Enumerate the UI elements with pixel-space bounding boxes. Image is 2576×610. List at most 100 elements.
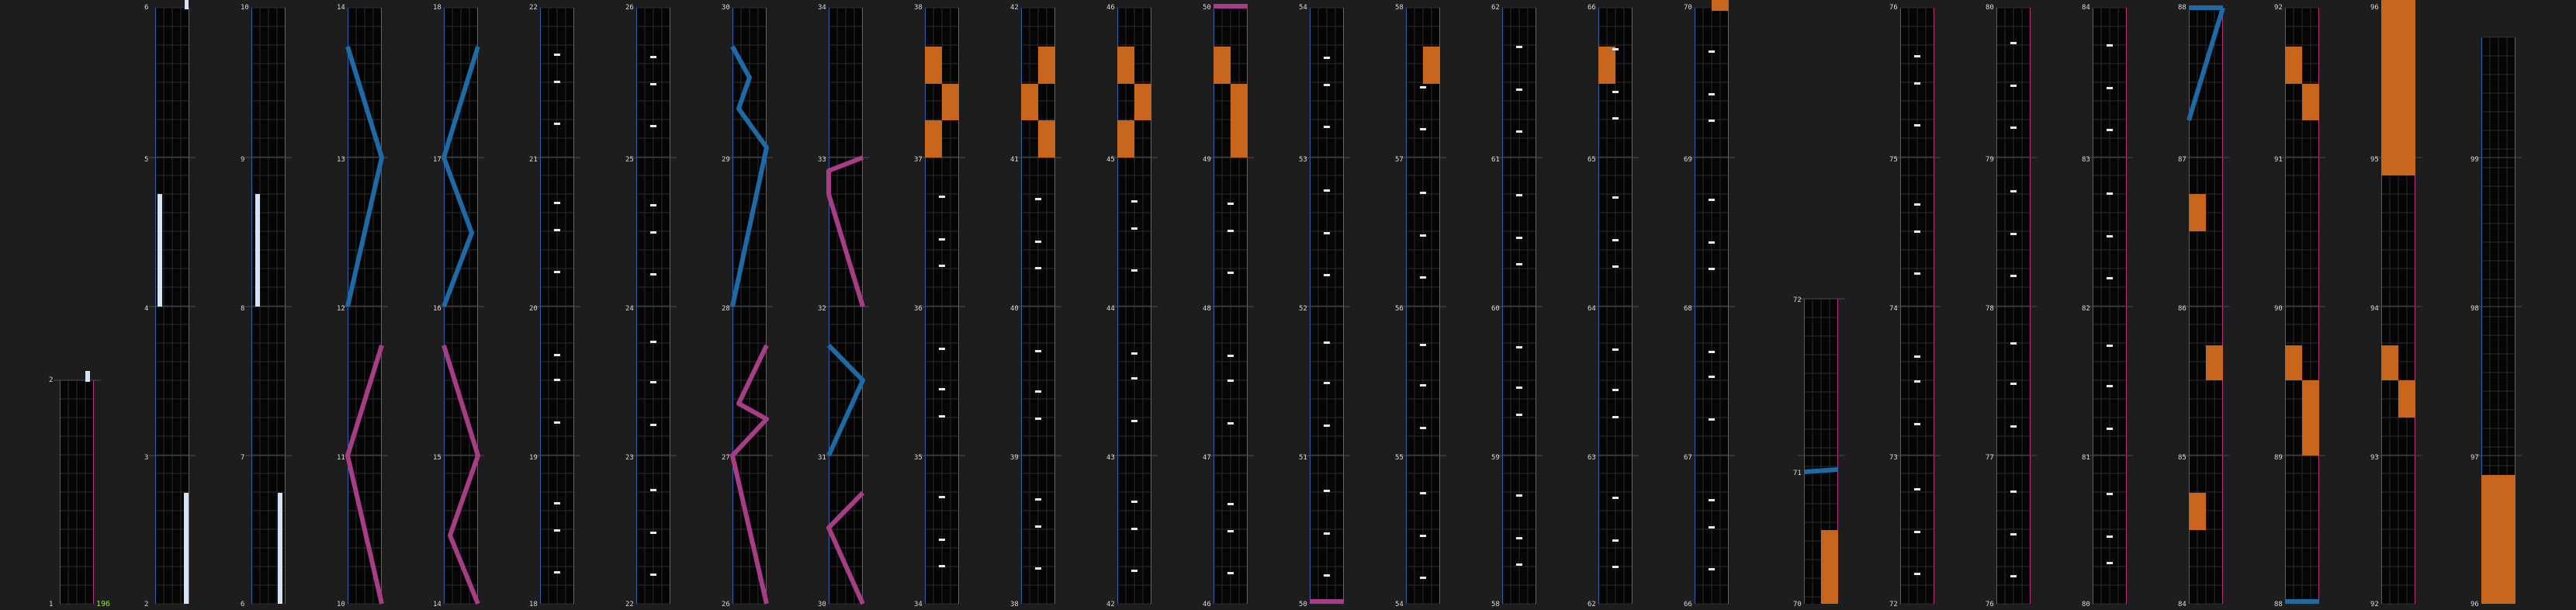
step-marker	[1420, 384, 1426, 386]
step-marker	[1420, 86, 1426, 88]
step-marker	[1420, 577, 1426, 579]
step-marker	[1612, 566, 1619, 568]
step-marker	[1709, 120, 1715, 122]
row-label: 82	[2082, 305, 2090, 313]
row-label: 68	[1684, 305, 1692, 313]
step-column: 30 26 29 28 27	[722, 4, 773, 608]
level-bar	[158, 194, 162, 307]
step-marker	[1612, 497, 1619, 499]
step-marker	[1131, 570, 1137, 572]
step-column: 70 66 69 68 67	[1684, 0, 1735, 608]
orange-block	[1117, 47, 1134, 84]
row-label: 4	[144, 305, 148, 313]
row-label: 21	[529, 156, 538, 164]
step-marker	[2010, 533, 2017, 535]
step-column: 50 46 49 48 47	[1203, 4, 1254, 608]
step-column: 96 99 98 97	[2470, 36, 2522, 608]
column-top-label: 42	[1010, 4, 1019, 12]
step-marker	[650, 83, 656, 85]
row-label: 15	[433, 454, 441, 462]
step-marker	[1035, 198, 1041, 200]
column-top-label: 66	[1587, 4, 1596, 12]
blue-trace	[2186, 7, 2225, 121]
step-marker	[1420, 234, 1426, 237]
row-label: 28	[722, 305, 730, 313]
column-top-label: 70	[1684, 4, 1692, 12]
row-label: 13	[337, 156, 345, 164]
step-marker	[1324, 84, 1330, 86]
orange-block	[1134, 84, 1151, 120]
column-bottom-label: 76	[1986, 601, 1994, 608]
row-label: 83	[2082, 156, 2090, 164]
step-marker	[1914, 423, 1920, 425]
step-column: 84 80 83 82 81	[2082, 4, 2133, 608]
row-label: 93	[2370, 454, 2379, 462]
step-marker	[1227, 422, 1234, 425]
step-marker	[1035, 498, 1041, 501]
column-bottom-label: 38	[1010, 601, 1019, 608]
row-label: 53	[1299, 156, 1307, 164]
step-marker	[1709, 241, 1715, 244]
step-marker	[939, 388, 945, 390]
column-bottom-label: 66	[1684, 601, 1692, 608]
step-marker	[554, 123, 560, 125]
step-marker	[2010, 85, 2017, 87]
step-column: 58 54 57 56 55	[1395, 4, 1446, 608]
step-marker	[554, 202, 560, 204]
step-marker	[1914, 82, 1920, 85]
step-column: 6 2 5 4 3	[144, 0, 196, 608]
step-marker	[1324, 382, 1330, 384]
step-column: 46 42 45 44 43	[1106, 4, 1158, 608]
step-marker	[1227, 203, 1234, 205]
step-marker	[1709, 351, 1715, 353]
column-bottom-label: 1	[49, 601, 53, 608]
step-column: 76 72 75 74 73	[1889, 4, 1941, 608]
step-counter-label: 196	[96, 600, 110, 608]
row-label: 78	[1986, 305, 1994, 313]
step-marker	[1914, 573, 1920, 575]
column-bottom-label: 30	[818, 601, 826, 608]
column-top-label: 96	[2370, 4, 2379, 12]
step-marker	[1914, 380, 1920, 383]
step-marker	[554, 354, 560, 356]
step-marker	[1324, 574, 1330, 577]
row-label: 12	[337, 305, 345, 313]
orange-block	[1117, 120, 1134, 158]
step-column: 96 92 95 94 93	[2370, 0, 2422, 608]
step-marker	[939, 265, 945, 267]
step-column: 70 72 71	[1793, 296, 1844, 608]
orange-block	[2381, 345, 2398, 380]
orange-block	[1214, 47, 1231, 84]
step-marker	[2010, 425, 2017, 428]
step-marker	[2010, 490, 2017, 493]
step-marker	[2010, 275, 2017, 277]
column-bottom-label: 62	[1587, 601, 1596, 608]
step-marker	[1324, 189, 1330, 192]
row-label: 51	[1299, 454, 1307, 462]
step-marker	[1227, 572, 1234, 574]
row-label: 52	[1299, 305, 1307, 313]
orange-block	[2302, 380, 2319, 456]
step-marker	[1420, 344, 1426, 346]
step-marker	[650, 424, 656, 426]
row-label: 43	[1106, 454, 1115, 462]
step-marker	[1420, 192, 1426, 194]
step-marker	[1914, 55, 1920, 57]
step-column: 18 14 17 16 15	[433, 4, 484, 608]
column-top-label: 30	[722, 4, 730, 12]
orange-block	[1821, 530, 1838, 604]
step-columns: 1262543106987141013121118141716152218212…	[49, 0, 2522, 608]
step-marker	[650, 204, 656, 206]
row-label: 20	[529, 305, 538, 313]
step-marker	[1324, 532, 1330, 535]
row-label: 99	[2470, 156, 2479, 164]
column-top-label: 46	[1106, 4, 1115, 12]
row-label: 9	[241, 156, 244, 164]
step-marker	[2107, 277, 2113, 279]
column-bottom-label: 70	[1793, 601, 1802, 608]
step-marker	[1516, 563, 1522, 566]
step-marker	[1709, 568, 1715, 570]
step-marker	[2107, 44, 2113, 47]
step-marker	[939, 238, 945, 241]
